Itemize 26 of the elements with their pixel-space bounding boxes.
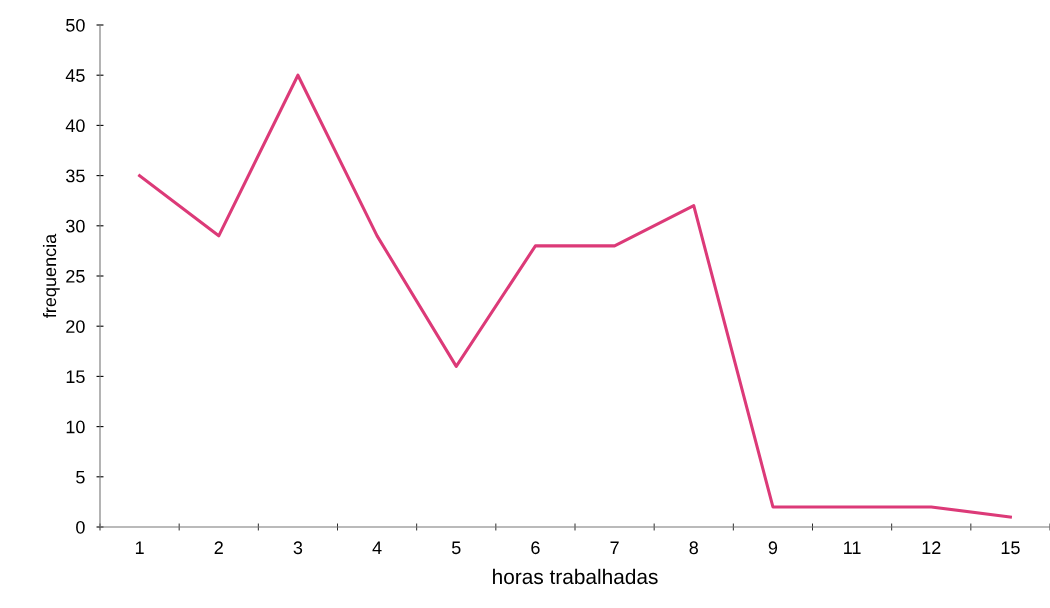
x-tick-label: 1 — [135, 541, 144, 554]
y-tick-label: 50 — [66, 18, 85, 32]
y-tick-label: 40 — [65, 119, 85, 133]
y-tick-label: 5 — [76, 470, 85, 484]
x-tick-label: 12 — [922, 541, 941, 554]
y-tick-label: 45 — [65, 69, 85, 82]
y-tick-label: 10 — [66, 420, 85, 434]
y-tick-label: 30 — [66, 219, 85, 233]
x-tick-label: 5 — [451, 541, 461, 555]
x-tick-label: 11 — [844, 541, 861, 554]
x-axis-title: horas trabalhadas — [493, 568, 658, 585]
x-tick-label: 3 — [293, 541, 303, 555]
x-tick-label: 7 — [610, 541, 619, 554]
x-tick-label: 2 — [214, 541, 223, 554]
y-tick-label: 15 — [66, 370, 85, 384]
y-tick-label: 20 — [66, 320, 85, 333]
x-tick-label: 8 — [689, 541, 698, 555]
y-tick-label: 25 — [66, 269, 85, 283]
y-tick-label: 35 — [66, 169, 85, 183]
x-tick-label: 9 — [768, 541, 778, 555]
line-series — [138, 73, 1012, 519]
x-tick-label: 4 — [372, 541, 382, 554]
x-tick-label: 15 — [1001, 541, 1020, 555]
y-tick-label: 0 — [76, 520, 85, 534]
x-tick-label: 6 — [531, 541, 540, 555]
y-axis-title: frequencia — [42, 233, 60, 318]
